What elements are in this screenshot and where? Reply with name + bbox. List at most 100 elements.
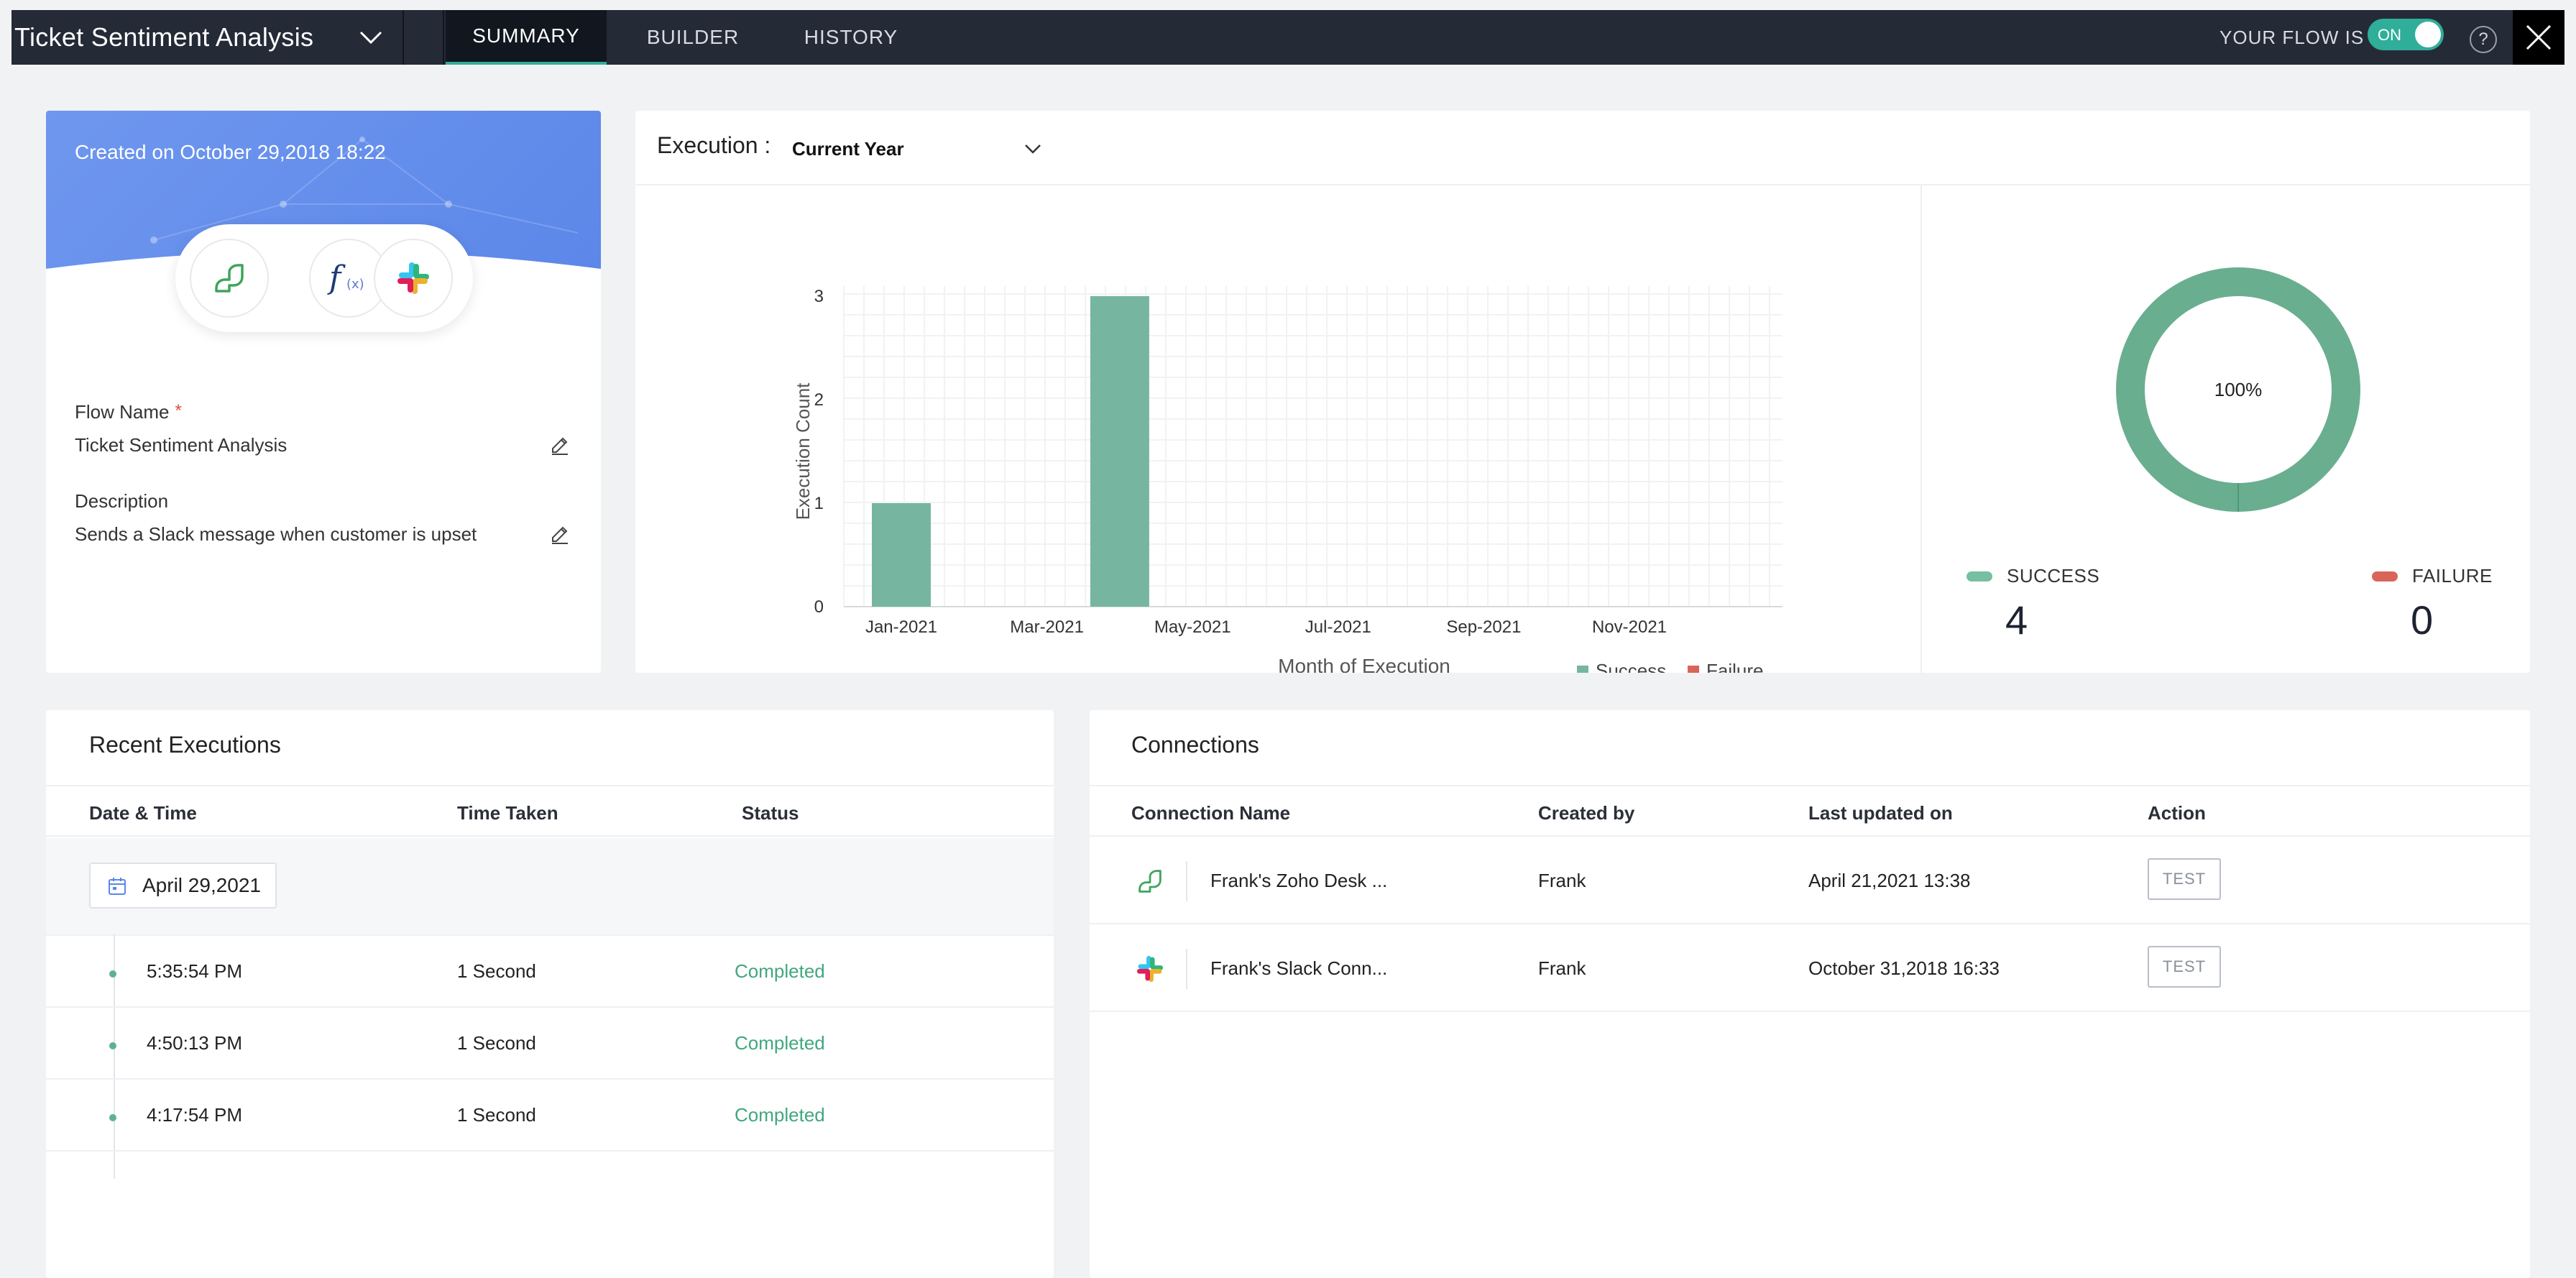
x-tick-label: Jan-2021 xyxy=(865,617,937,637)
recent-executions-card: Recent Executions Date & Time Time Taken… xyxy=(46,710,1054,1278)
failure-legend: FAILURE xyxy=(2372,565,2493,587)
execution-header: Execution : Current Year xyxy=(635,111,2530,185)
y-tick-label: 3 xyxy=(814,287,824,306)
date-chip: April 29,2021 xyxy=(89,863,277,909)
toggle-label: ON xyxy=(2378,26,2401,44)
timeline-dot xyxy=(109,1114,116,1121)
timeline-line xyxy=(114,934,115,1179)
edit-flow-name-icon[interactable] xyxy=(549,434,571,456)
execution-row[interactable]: 4:17:54 PM 1 Second Completed xyxy=(46,1080,1054,1151)
recent-executions-title: Recent Executions xyxy=(89,732,281,758)
divider xyxy=(1186,949,1187,989)
execution-bar-chart: 0 1 2 3 Jan-2021 Mar-2021 May-2021 Jul-2021 Sep-… xyxy=(792,286,1782,673)
execution-donut-chart: 100% xyxy=(2116,267,2360,512)
failure-label: FAILURE xyxy=(2412,565,2493,587)
donut-center-label: 100% xyxy=(2214,379,2263,400)
required-asterisk: * xyxy=(175,401,182,420)
connection-created-by: Frank xyxy=(1538,870,1586,891)
test-connection-button[interactable]: TEST xyxy=(2148,946,2221,988)
toggle-knob xyxy=(2415,22,2441,47)
test-connection-button[interactable]: TEST xyxy=(2148,858,2221,900)
connection-name: Frank's Slack Conn... xyxy=(1210,957,1388,979)
description-value: Sends a Slack message when customer is u… xyxy=(75,523,477,545)
connections-table-header: Connection Name Created by Last updated … xyxy=(1090,785,2530,837)
flow-title: Ticket Sentiment Analysis xyxy=(14,22,314,52)
execution-duration: 1 Second xyxy=(457,1032,536,1054)
divider xyxy=(443,10,444,65)
column-connection-name: Connection Name xyxy=(1131,802,1291,824)
flow-name-label: Flow Name * xyxy=(75,401,182,423)
divider xyxy=(1186,861,1187,901)
recent-table-header: Date & Time Time Taken Status xyxy=(46,785,1054,837)
execution-status: Completed xyxy=(735,1032,825,1054)
tab-bar: SUMMARY BUILDER HISTORY xyxy=(446,10,923,65)
slack-icon xyxy=(374,239,453,318)
flow-apps-pill: f (x) xyxy=(175,224,473,332)
chart-grid xyxy=(843,286,1782,607)
success-swatch xyxy=(1966,571,1992,581)
description-label: Description xyxy=(75,490,169,512)
legend-label: Success xyxy=(1596,660,1666,673)
y-tick-label: 1 xyxy=(814,494,824,513)
divider xyxy=(402,10,404,65)
tab-builder[interactable]: BUILDER xyxy=(646,26,740,48)
period-value: Current Year xyxy=(792,137,904,160)
flow-name-value: Ticket Sentiment Analysis xyxy=(75,434,288,456)
close-button[interactable] xyxy=(2513,10,2564,65)
execution-time: 4:50:13 PM xyxy=(147,1032,242,1054)
x-tick-label: May-2021 xyxy=(1154,617,1231,637)
period-select[interactable]: Current Year xyxy=(792,128,1065,170)
edit-description-icon[interactable] xyxy=(549,523,571,545)
column-date-time: Date & Time xyxy=(89,802,197,824)
execution-status: Completed xyxy=(735,960,825,982)
y-tick-label: 2 xyxy=(814,390,824,410)
connection-row: Frank's Slack Conn... Frank October 31,2… xyxy=(1090,926,2530,1012)
execution-time: 4:17:54 PM xyxy=(147,1104,242,1126)
slack-icon xyxy=(1130,949,1170,989)
execution-card: Execution : Current Year 0 1 2 3 Jan-2021 Mar… xyxy=(635,111,2530,673)
svg-text:f: f xyxy=(327,259,346,296)
connection-updated: April 21,2021 13:38 xyxy=(1808,870,1971,891)
x-tick-label: Jul-2021 xyxy=(1305,617,1371,637)
bar-success xyxy=(1090,296,1149,607)
connection-name: Frank's Zoho Desk ... xyxy=(1210,870,1388,891)
execution-time: 5:35:54 PM xyxy=(147,960,242,982)
date-group: April 29,2021 xyxy=(46,838,1054,936)
tab-history[interactable]: HISTORY xyxy=(804,26,898,48)
zoho-desk-icon xyxy=(190,239,269,318)
x-tick-label: Sep-2021 xyxy=(1446,617,1521,637)
timeline-dot xyxy=(109,1042,116,1049)
x-tick-label: Nov-2021 xyxy=(1592,617,1667,637)
failure-count: 0 xyxy=(2411,597,2434,643)
execution-row[interactable]: 4:50:13 PM 1 Second Completed xyxy=(46,1008,1054,1080)
svg-text:(x): (x) xyxy=(346,277,364,292)
execution-status: Completed xyxy=(735,1104,825,1126)
calendar-icon xyxy=(109,878,126,895)
column-action: Action xyxy=(2148,802,2206,824)
connection-row: Frank's Zoho Desk ... Frank April 21,202… xyxy=(1090,838,2530,924)
legend-swatch xyxy=(1577,666,1588,673)
connection-updated: October 31,2018 16:33 xyxy=(1808,957,2000,979)
failure-swatch xyxy=(2372,571,2398,581)
execution-duration: 1 Second xyxy=(457,960,536,982)
column-last-updated: Last updated on xyxy=(1808,802,1953,824)
flow-status-label: YOUR FLOW IS xyxy=(2220,26,2365,48)
column-status: Status xyxy=(742,802,799,824)
connections-card: Connections Connection Name Created by L… xyxy=(1090,710,2530,1278)
flow-toggle[interactable]: ON xyxy=(2368,19,2444,50)
created-date: Created on October 29,2018 18:22 xyxy=(75,141,386,163)
x-axis-title: Month of Execution xyxy=(1278,655,1450,673)
timeline-dot xyxy=(109,970,116,978)
legend-label: Failure xyxy=(1706,660,1763,673)
chevron-down-icon xyxy=(359,31,382,45)
success-label: SUCCESS xyxy=(2007,565,2100,587)
column-time-taken: Time Taken xyxy=(457,802,558,824)
y-tick-label: 0 xyxy=(814,597,824,617)
tab-summary[interactable]: SUMMARY xyxy=(446,10,607,65)
success-legend: SUCCESS xyxy=(1966,565,2099,587)
execution-duration: 1 Second xyxy=(457,1104,536,1126)
hero-network-pattern xyxy=(150,137,579,244)
flow-title-dropdown[interactable]: Ticket Sentiment Analysis xyxy=(12,10,400,65)
execution-row[interactable]: 5:35:54 PM 1 Second Completed xyxy=(46,936,1054,1008)
help-button[interactable]: ? xyxy=(2470,26,2497,53)
